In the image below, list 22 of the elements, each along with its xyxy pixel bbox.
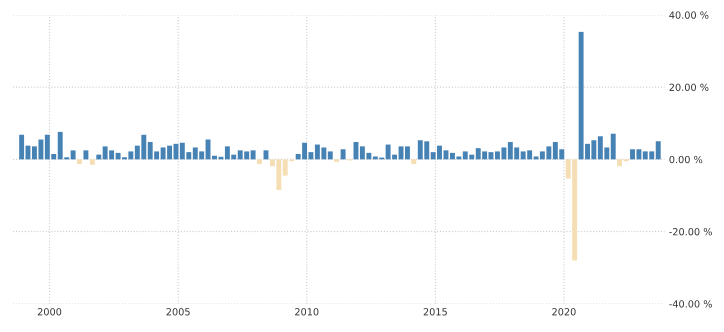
y-tick-label: 40.00 % [669,11,708,19]
bar [83,150,88,160]
bar [264,150,268,160]
bar [334,159,340,162]
x-tick-label: 2020 [552,308,576,316]
x-tick-label: 2015 [424,308,447,316]
y-tick-label: 0.00 % [669,156,702,164]
x-tick-label: 2000 [38,308,62,316]
y-tick-label: -40.00 % [669,300,712,308]
bar [469,154,474,160]
x-tick-label: 2005 [166,308,190,316]
x-tick-label: 2010 [295,308,318,316]
bar [411,159,416,164]
y-tick-label: -20.00 % [669,228,712,236]
bar [76,159,82,164]
bar [340,149,346,160]
bar [656,141,661,160]
bar [649,151,654,160]
bar [418,140,423,160]
y-tick-label: 20.00 % [670,84,708,91]
bar [90,159,95,165]
bar [257,159,262,164]
